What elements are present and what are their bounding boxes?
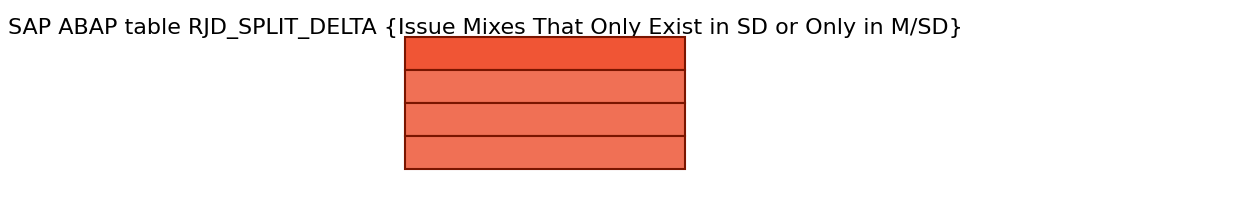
Text: SAP ABAP table RJD_SPLIT_DELTA {Issue Mixes That Only Exist in SD or Only in M/S: SAP ABAP table RJD_SPLIT_DELTA {Issue Mi… xyxy=(7,18,963,39)
Text: RJD_SPLIT_DELTA: RJD_SPLIT_DELTA xyxy=(473,46,618,61)
Text: SPLIT: SPLIT xyxy=(417,112,454,127)
Text: [CHAR (18)]: [CHAR (18)] xyxy=(504,79,592,94)
Text: [CHAR (18)]: [CHAR (18)] xyxy=(504,145,592,160)
Text: INSERTED_ISSUE: INSERTED_ISSUE xyxy=(417,145,532,160)
Text: CARRYING_ISSUE: CARRYING_ISSUE xyxy=(417,79,536,94)
Text: [CHAR (6)]: [CHAR (6)] xyxy=(448,112,527,127)
